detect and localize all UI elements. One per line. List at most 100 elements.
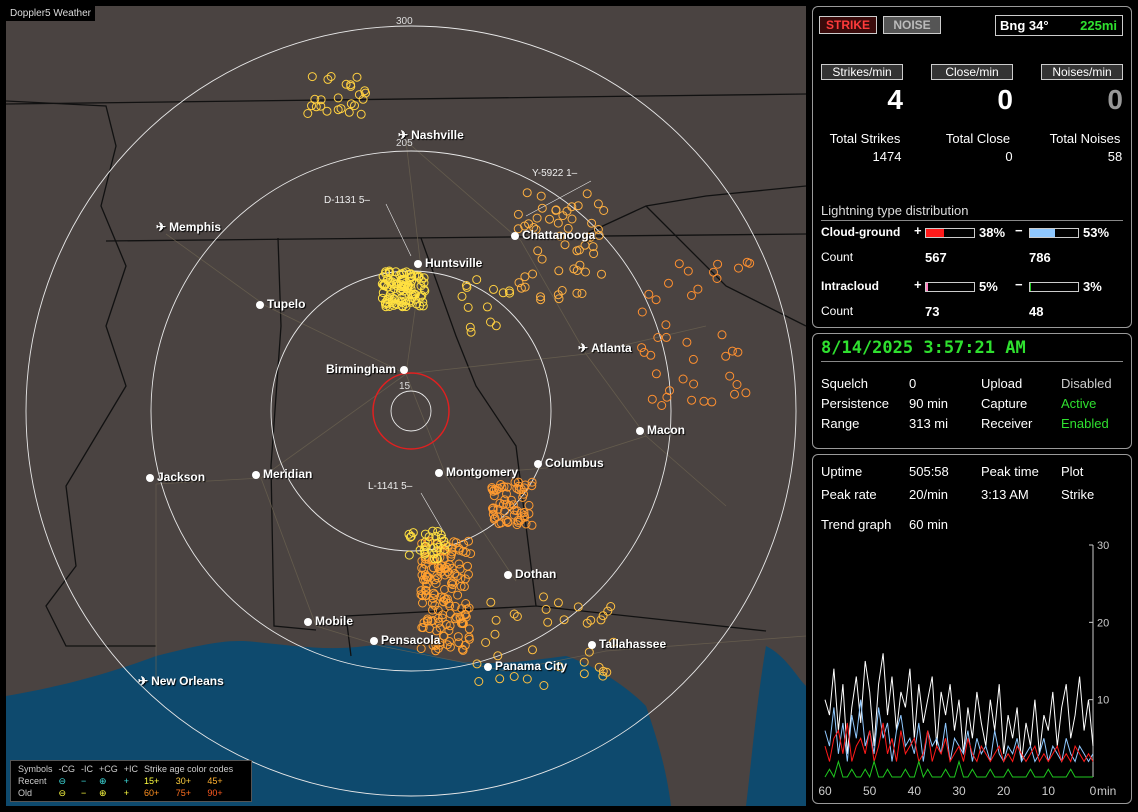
x-tick-label: 20 — [997, 784, 1011, 798]
legend-recent-label: Recent — [18, 776, 47, 786]
strike-marker — [430, 590, 440, 600]
strike-marker — [493, 504, 503, 514]
strike-marker — [559, 615, 569, 625]
strike-marker — [537, 203, 547, 213]
strike-marker — [713, 259, 723, 269]
strike-marker — [554, 294, 564, 304]
noises-per-min-label[interactable]: Noises/min — [1041, 64, 1123, 80]
neg-ic-old-icon: − — [81, 788, 87, 798]
trend-value[interactable]: 60 min — [909, 517, 949, 532]
trend-series-line — [824, 759, 1093, 779]
strike-marker — [593, 199, 603, 209]
plot-value[interactable]: Strike — [1061, 487, 1095, 502]
strike-marker — [528, 269, 538, 279]
strike-marker — [433, 542, 443, 552]
capture-label: Capture — [981, 396, 1028, 411]
strike-marker — [522, 674, 532, 684]
strike-status-panel: STRIKE NOISE Bng 34° 225mi Strikes/min C… — [812, 6, 1132, 328]
strike-marker — [651, 369, 661, 379]
x-tick-label: 30 — [952, 784, 966, 798]
strike-marker — [451, 538, 461, 548]
strike-marker — [536, 191, 546, 201]
strike-marker — [577, 289, 587, 298]
settings-panel: 8/14/2025 3:57:21 AM Squelch 0 Upload Di… — [812, 333, 1132, 449]
range-label-outer: 300 — [396, 16, 413, 27]
strike-marker — [513, 209, 523, 219]
strike-marker — [502, 489, 511, 499]
strike-marker — [678, 374, 688, 384]
strike-marker — [323, 74, 333, 84]
strike-marker — [518, 492, 528, 502]
peak-rate-value: 20/min — [909, 487, 949, 502]
strike-marker — [396, 280, 406, 290]
stats-panel: Uptime 505:58 Peak time 3:13 AM Plot Str… — [812, 454, 1132, 804]
cg-negative-sign: − — [1015, 223, 1023, 238]
noise-button[interactable]: NOISE — [883, 16, 941, 34]
station-d1131[interactable]: D-1131 5– — [324, 195, 370, 206]
strike-marker — [519, 511, 529, 521]
strike-button[interactable]: STRIKE — [819, 16, 877, 34]
airport-icon: ✈ — [578, 341, 589, 355]
strikes-per-min-label[interactable]: Strikes/min — [821, 64, 903, 80]
airport-icon: ✈ — [138, 674, 149, 688]
y-tick-label: 30 — [1097, 540, 1109, 552]
strike-marker — [580, 240, 590, 250]
strike-marker — [429, 588, 439, 598]
persistence-label: Persistence — [821, 396, 889, 411]
neg-ic-recent-icon: − — [81, 776, 87, 786]
strike-marker — [440, 545, 450, 554]
legend-header-pos-cg: +CG — [99, 764, 118, 774]
strike-marker — [450, 614, 460, 624]
strike-marker — [472, 659, 482, 669]
lightning-map[interactable]: Doppler5 Weather 300 205 15 Y-5922 1– D-… — [6, 6, 806, 806]
city-mobile: Mobile — [304, 614, 353, 628]
strike-marker — [573, 602, 583, 612]
strike-marker — [520, 282, 530, 292]
city-dot-icon — [370, 637, 378, 645]
strike-marker — [379, 279, 389, 289]
strike-marker — [608, 637, 618, 647]
strike-marker — [594, 230, 604, 240]
strike-marker — [506, 495, 516, 505]
strike-marker — [437, 613, 447, 623]
city-tallahassee: Tallahassee — [588, 637, 666, 651]
station-y5922[interactable]: Y-5922 1– — [532, 168, 578, 179]
upload-value: Disabled — [1061, 376, 1112, 391]
strike-marker — [551, 205, 561, 215]
strike-marker — [444, 626, 454, 636]
ic-count-label: Count — [821, 304, 854, 318]
strike-marker — [554, 662, 564, 672]
strike-marker — [464, 624, 474, 634]
ic-negative-bar — [1029, 282, 1079, 292]
strike-marker — [513, 516, 523, 525]
strike-marker — [503, 518, 513, 527]
range-value: 313 mi — [909, 416, 949, 431]
uptime-label: Uptime — [821, 464, 863, 479]
strike-marker — [589, 249, 599, 259]
strike-marker — [456, 574, 466, 583]
strike-marker — [674, 259, 684, 269]
strike-marker — [428, 605, 437, 615]
strike-marker — [732, 380, 742, 389]
strike-marker — [489, 491, 499, 501]
strike-marker — [661, 332, 671, 342]
city-dot-icon — [256, 301, 264, 309]
strike-marker — [444, 569, 454, 578]
strike-marker — [466, 327, 476, 337]
strike-marker — [688, 354, 698, 364]
strike-marker — [379, 280, 388, 290]
strike-marker — [416, 276, 426, 285]
strike-marker — [510, 477, 520, 487]
strike-marker — [457, 291, 467, 301]
uptime-value: 505:58 — [909, 464, 949, 479]
strike-marker — [730, 389, 739, 399]
close-per-min-label[interactable]: Close/min — [931, 64, 1013, 80]
strike-marker — [423, 572, 432, 582]
strike-marker — [482, 302, 492, 312]
strike-marker — [563, 223, 573, 233]
station-l1141[interactable]: L-1141 5– — [368, 481, 413, 492]
city-dot-icon — [435, 469, 443, 477]
noises-per-min-value: 0 — [1107, 84, 1123, 115]
strike-marker — [433, 644, 443, 653]
legend-header-neg-ic: -IC — [81, 764, 94, 774]
